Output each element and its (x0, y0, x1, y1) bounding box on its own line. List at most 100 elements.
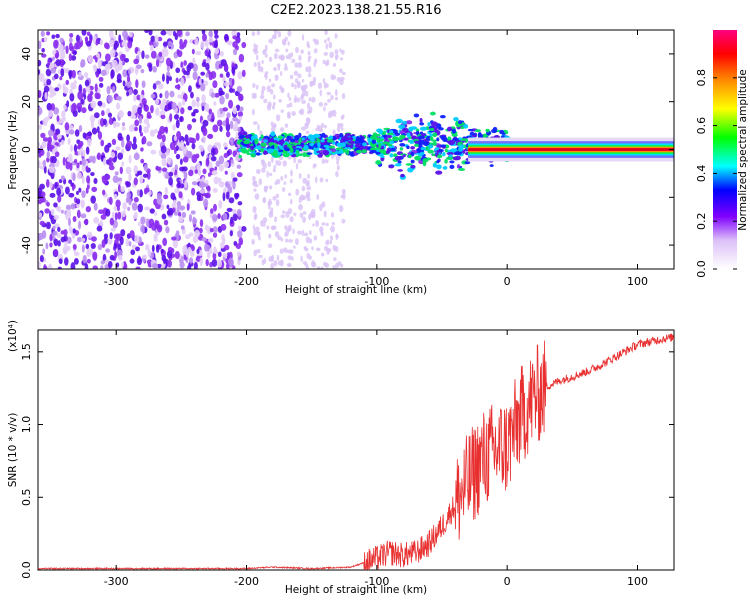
spectrogram-cell (45, 179, 50, 188)
spectrogram-cell (253, 214, 257, 221)
spectrogram-cell (182, 146, 188, 152)
spectrogram-cell (303, 232, 309, 237)
spectrogram-cell (166, 250, 173, 259)
spectrogram-cell (297, 73, 302, 79)
spectrogram-cell (362, 142, 368, 147)
spectrogram-cell (236, 208, 242, 217)
spectrogram-cell (275, 193, 280, 198)
spectrogram-x-tick-label: -300 (104, 275, 129, 288)
spectrogram-cell (44, 91, 48, 100)
spectrogram-cell (152, 83, 157, 90)
spectrogram-cell (284, 147, 290, 152)
spectrogram-cell (65, 79, 70, 86)
spectrogram-cell (190, 187, 196, 196)
spectrogram-cell (89, 90, 94, 96)
spectrogram-cell (100, 139, 105, 147)
spectrogram-cell (238, 53, 245, 63)
spectrogram-cell (148, 63, 153, 72)
spectrogram-cell (246, 142, 250, 149)
spectrogram-cell (419, 151, 424, 156)
spectrogram-cell (95, 72, 100, 78)
spectrogram-cell (159, 93, 163, 99)
spectrogram-cell (258, 178, 262, 186)
spectrogram-cell (440, 135, 447, 141)
spectrogram-cell (449, 160, 455, 164)
spectrogram-cell (83, 72, 89, 78)
spectrogram-cell (261, 159, 265, 167)
spectrogram-cell (305, 90, 309, 97)
spectrogram-cell (390, 147, 396, 152)
spectrogram-cell (124, 32, 129, 39)
spectrogram-cell (134, 119, 140, 127)
spectrogram-cell (42, 248, 46, 255)
spectrogram-cell (399, 142, 406, 147)
spectrogram-cell (80, 199, 85, 209)
spectrogram-cell (209, 88, 214, 93)
spectrogram-cell (302, 211, 307, 215)
spectrogram-cell (323, 210, 327, 218)
spectrogram-cell (211, 170, 218, 176)
spectrogram-cell (213, 101, 217, 106)
spectrogram-cell (286, 135, 292, 140)
spectrogram-x-axis-label: Height of straight line (km) (285, 284, 427, 296)
spectrogram-cell (71, 102, 77, 112)
spectrogram-cell (307, 173, 310, 179)
spectrogram-cell (117, 211, 122, 220)
spectrogram-cell (185, 74, 191, 79)
spectrogram-cell (53, 214, 59, 220)
spectrogram-cell (234, 193, 239, 200)
spectrogram-cell (319, 128, 324, 132)
spectrogram-cell (78, 84, 83, 94)
spectrogram-cell (262, 48, 267, 55)
spectrogram-cell (308, 97, 312, 102)
spectrogram-cell (127, 110, 132, 117)
spectrogram-cell (320, 139, 325, 143)
spectrogram-cell (109, 254, 115, 261)
spectrogram-cell (442, 166, 448, 170)
spectrogram-cell (97, 131, 103, 140)
spectrogram-cell (117, 152, 124, 160)
spectrogram-cell (202, 168, 207, 175)
spectrogram-cell (174, 84, 181, 90)
spectrogram-cell (43, 165, 47, 174)
spectrogram-cell (146, 114, 152, 119)
spectrogram-cell (178, 191, 183, 199)
spectrogram-cell (216, 258, 223, 268)
spectrogram-cell (289, 147, 294, 153)
spectrogram-cell (126, 191, 131, 200)
spectrogram-cell (378, 143, 382, 148)
colorbar: 0.0 0.2 0.4 0.6 0.8 Normalized spectral ampl… (695, 30, 749, 278)
spectrogram-cell (394, 163, 402, 167)
spectrogram-cell (335, 54, 339, 59)
spectrogram-cell (257, 235, 261, 241)
spectrogram-cell (115, 95, 122, 101)
spectrogram-cell (155, 244, 160, 253)
spectrogram-cell (237, 70, 243, 80)
spectrogram-cell (246, 152, 251, 156)
spectrogram-cell (46, 102, 52, 111)
spectrogram-cell (109, 232, 113, 240)
spectrogram-cell (205, 57, 211, 65)
spectrogram-cell (144, 206, 151, 211)
spectrogram-cell (162, 41, 168, 47)
spectrogram-cell (251, 238, 255, 245)
spectrogram-cell (117, 177, 123, 182)
spectrogram-cell (191, 99, 197, 108)
spectrogram-cell (68, 129, 75, 135)
spectrogram-cell (341, 71, 346, 76)
spectrogram-cell (174, 250, 180, 260)
spectrogram-cell (324, 159, 329, 164)
spectrogram-cell (294, 135, 300, 141)
spectrogram-cell (299, 212, 304, 219)
spectrogram-cell (128, 154, 132, 164)
spectrogram-cell (262, 217, 268, 224)
spectrogram-cell (204, 192, 211, 199)
spectrogram-cell (169, 113, 173, 122)
spectrogram-cell (311, 80, 316, 86)
spectrogram-cell (108, 165, 115, 171)
spectrogram-cell (47, 263, 53, 269)
spectrogram-cell (420, 146, 426, 151)
spectrogram-cell (142, 254, 148, 259)
spectrogram-cell (218, 142, 221, 150)
